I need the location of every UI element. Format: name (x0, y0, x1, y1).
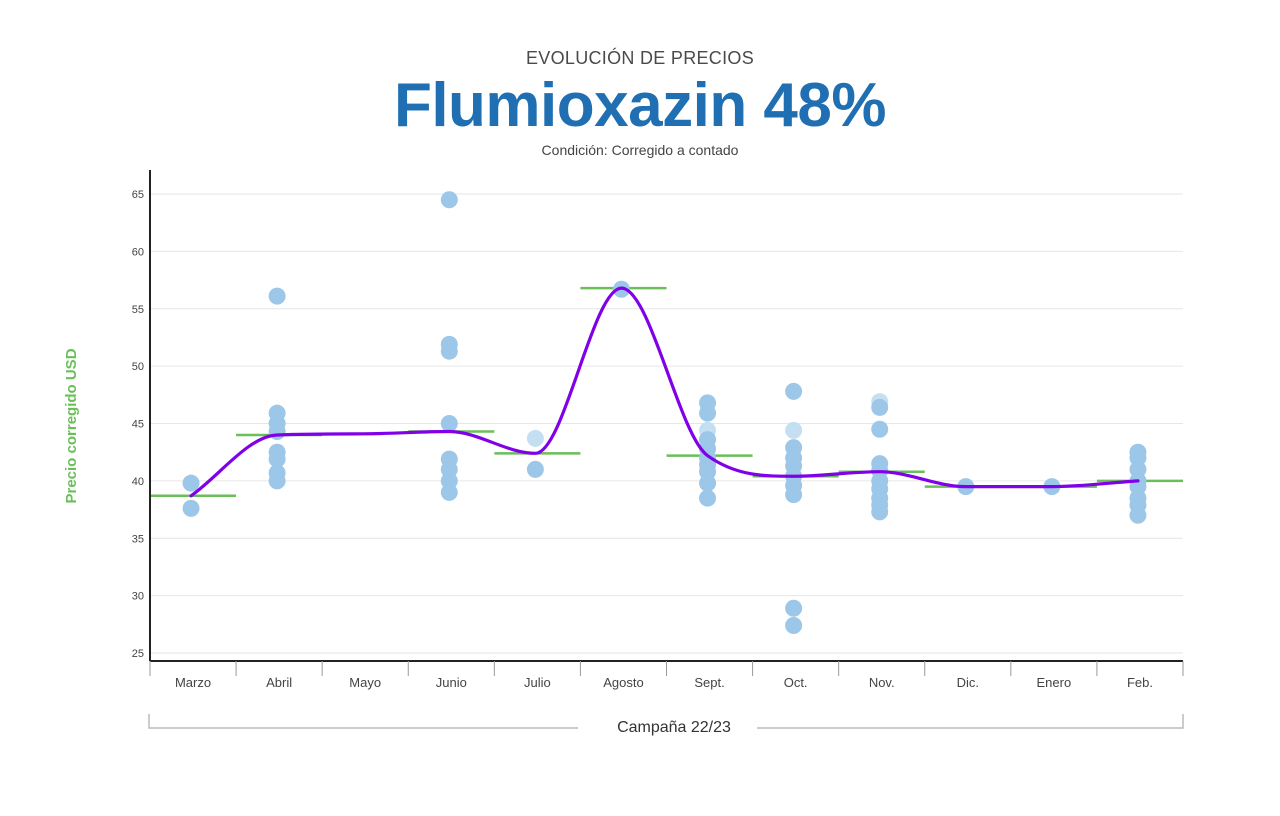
y-tick-label: 65 (132, 189, 144, 201)
price-point (699, 489, 717, 507)
price-point (785, 421, 803, 439)
price-point (785, 616, 803, 634)
x-tick-label: Marzo (175, 675, 211, 690)
price-point (699, 404, 717, 422)
x-tick-label: Julio (524, 675, 551, 690)
x-tick-label: Agosto (603, 675, 643, 690)
price-point (440, 483, 458, 501)
x-tick-label: Dic. (957, 675, 979, 690)
axes (149, 170, 1184, 676)
price-point (440, 342, 458, 360)
x-tick-label: Mayo (349, 675, 381, 690)
price-point (268, 450, 286, 468)
x-tick-label: Nov. (869, 675, 895, 690)
price-point (699, 474, 717, 492)
y-tick-label: 25 (132, 648, 144, 660)
monthly-average-lines (150, 286, 1183, 498)
y-tick-label: 50 (132, 361, 144, 373)
y-tick-label: 30 (132, 591, 144, 603)
price-point (871, 503, 889, 521)
y-tick-label: 55 (132, 304, 144, 316)
chart-subtitle: Condición: Corregido a contado (541, 142, 739, 158)
campaign-bracket-left (148, 714, 578, 729)
trend-line (189, 286, 1140, 498)
price-point (526, 429, 544, 447)
x-tick-label: Enero (1037, 675, 1072, 690)
price-point (268, 423, 286, 441)
price-point (871, 420, 889, 438)
price-point (526, 460, 544, 478)
y-tick-label: 35 (132, 533, 144, 545)
price-point (440, 415, 458, 432)
grid-lines (150, 193, 1183, 654)
price-point (268, 287, 286, 305)
chart-kicker: EVOLUCIÓN DE PRECIOS (525, 48, 755, 68)
y-axis-label: Precio corregido USD (63, 348, 80, 503)
price-point (785, 382, 803, 400)
campaign-bracket: Campaña 22/23 (148, 714, 1184, 736)
price-point (871, 398, 889, 416)
price-point (440, 191, 458, 209)
campaign-bracket-right (757, 714, 1184, 729)
x-tick-label: Abril (266, 675, 292, 690)
chart-title: Flumioxazin 48% (393, 71, 887, 140)
x-axis-label: Campaña 22/23 (617, 719, 731, 736)
x-tick-label: Junio (436, 675, 467, 690)
price-point (1129, 506, 1147, 524)
y-tick-label: 45 (132, 419, 144, 431)
x-tick-label: Feb. (1127, 675, 1153, 690)
price-points (182, 191, 1147, 634)
y-tick-label: 60 (132, 246, 144, 258)
price-point (785, 599, 803, 617)
price-point (182, 474, 200, 492)
x-tick-label: Oct. (784, 675, 808, 690)
x-tick-labels: Marzo Abril Mayo Junio Julio Agosto Sept. Oct. N… (175, 675, 1153, 690)
price-point (268, 472, 286, 490)
y-tick-label: 40 (132, 476, 144, 488)
trend-line-group (189, 286, 1140, 498)
y-tick-labels: 25 30 35 40 45 50 55 60 65 (132, 189, 144, 660)
x-tick-label: Sept. (694, 675, 724, 690)
price-point (785, 486, 803, 504)
price-point (182, 499, 200, 517)
